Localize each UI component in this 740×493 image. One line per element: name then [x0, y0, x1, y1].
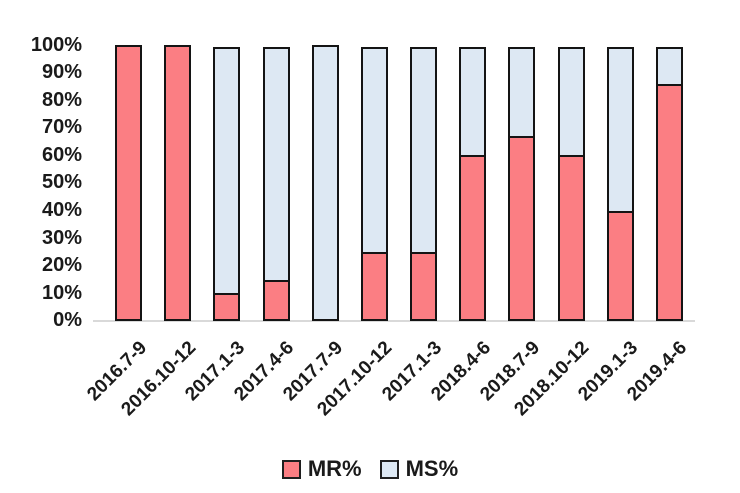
bar-slot — [252, 45, 301, 321]
bar-segment-ms — [459, 47, 487, 158]
bar — [360, 47, 388, 321]
bar-segment-mr — [360, 252, 388, 321]
plot-area — [104, 45, 694, 321]
bar-segment-mr — [459, 155, 487, 321]
bar-slot — [301, 45, 350, 321]
bar-slot — [104, 45, 153, 321]
bar-segment-mr — [655, 83, 683, 321]
bar-slot — [202, 45, 251, 321]
bar — [655, 47, 683, 321]
legend: MR% MS% — [0, 456, 740, 482]
bar — [115, 45, 143, 321]
bar-slot — [399, 45, 448, 321]
bar-segment-ms — [508, 47, 536, 139]
bar-segment-ms — [655, 47, 683, 86]
bar-slot — [645, 45, 694, 321]
bar-segment-ms — [606, 47, 634, 213]
bar-segment-ms — [410, 47, 438, 254]
bar-slot — [596, 45, 645, 321]
bar — [311, 45, 339, 321]
bar — [459, 47, 487, 321]
bar-segment-mr — [213, 293, 241, 321]
bar-segment-mr — [508, 136, 536, 321]
bar-segment-ms — [262, 47, 290, 282]
legend-swatch-ms — [379, 459, 399, 479]
bar-segment-ms — [360, 47, 388, 254]
bar-segment-ms — [213, 47, 241, 296]
y-axis: 100% 90% 80% 70% 60% 50% 40% 30% 20% 10% 0% — [30, 33, 82, 332]
bar-slot — [153, 45, 202, 321]
bar-segment-mr — [557, 155, 585, 321]
bar-slot — [448, 45, 497, 321]
bar — [262, 47, 290, 321]
bar-segment-mr — [262, 279, 290, 321]
bar-segment-ms — [311, 45, 339, 321]
x-axis-line — [93, 320, 695, 322]
legend-item: MS% — [379, 456, 459, 482]
bar — [213, 47, 241, 321]
legend-swatch-mr — [281, 459, 301, 479]
bar-segment-mr — [115, 45, 143, 321]
legend-item-label: MS% — [405, 456, 459, 481]
bar — [508, 47, 536, 321]
bar — [606, 47, 634, 321]
bar — [557, 47, 585, 321]
bar-segment-ms — [557, 47, 585, 158]
bar-segment-mr — [410, 252, 438, 321]
bar — [164, 45, 192, 321]
bar — [410, 47, 438, 321]
bar-segment-mr — [164, 45, 192, 321]
bar-slot — [547, 45, 596, 321]
bar-segment-mr — [606, 210, 634, 321]
legend-item-label: MR% — [307, 456, 362, 481]
bar-slot — [350, 45, 399, 321]
bar-slot — [497, 45, 546, 321]
legend-item: MR% — [281, 456, 362, 482]
